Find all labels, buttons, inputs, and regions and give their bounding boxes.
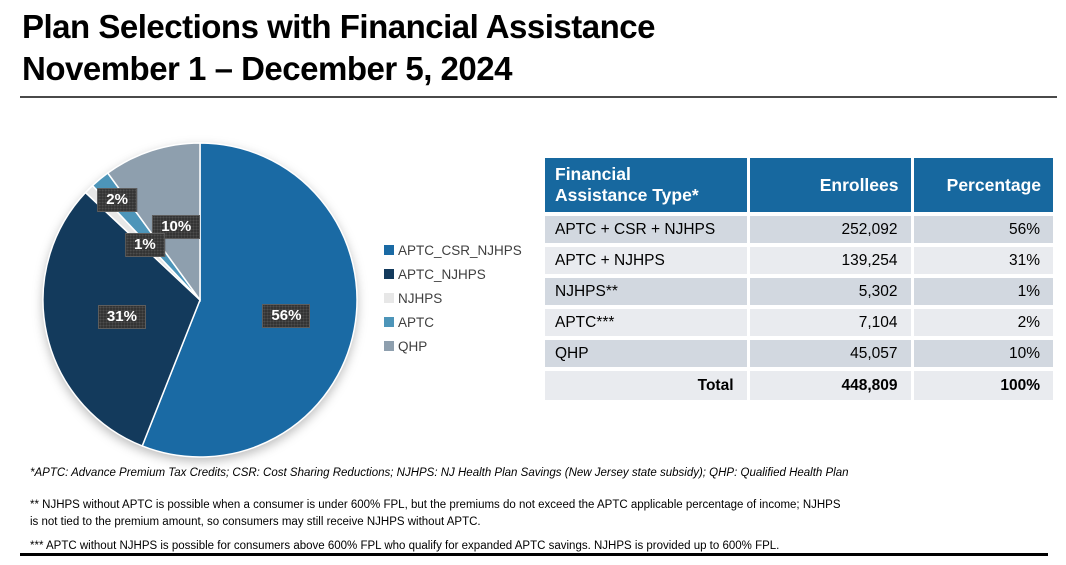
footnote-njhps-without-aptc: ** NJHPS without APTC is possible when a…	[30, 497, 841, 531]
table-cell: 5,302	[746, 274, 912, 307]
legend-swatch-icon	[384, 245, 394, 255]
pie-data-label-APTC_CSR_NJHPS: 56%	[262, 304, 311, 329]
header-cell: Financial Assistance Type*	[545, 158, 748, 214]
table-cell: 7,104	[746, 305, 912, 338]
pie-data-label-APTC_NJHPS: 31%	[97, 305, 146, 330]
pie-data-label-NJHPS: 1%	[125, 232, 165, 257]
table-cell: 45,057	[746, 336, 912, 369]
table-row: NJHPS** 5,302 1%	[545, 274, 1053, 307]
table-cell: APTC + CSR + NJHPS	[545, 212, 748, 245]
legend-item: APTC	[384, 310, 522, 334]
table-cell: 56%	[910, 212, 1053, 245]
table-row: QHP 45,057 10%	[545, 336, 1053, 369]
legend-swatch-icon	[384, 269, 394, 279]
legend-swatch-icon	[384, 341, 394, 351]
title-underline	[20, 96, 1057, 98]
title-line-2: November 1 – December 5, 2024	[22, 50, 512, 87]
bottom-divider	[20, 553, 1048, 556]
legend-label: APTC	[398, 314, 435, 330]
footnote-aptc-without-njhps: *** APTC without NJHPS is possible for c…	[30, 540, 780, 552]
legend-item: QHP	[384, 334, 522, 358]
legend-label: QHP	[398, 338, 428, 354]
pie-chart: 56% 31% 1% 2% 10%	[40, 140, 360, 460]
table-row: APTC + CSR + NJHPS 252,092 56%	[545, 212, 1053, 245]
page-title: Plan Selections with Financial Assistanc…	[22, 6, 656, 90]
pie-data-label-APTC: 2%	[97, 187, 137, 212]
legend-label: APTC_CSR_NJHPS	[398, 242, 522, 258]
legend-label: NJHPS	[398, 290, 443, 306]
table-total-cell: 448,809	[746, 367, 912, 400]
header-cell: Percentage	[910, 158, 1053, 214]
legend-swatch-icon	[384, 317, 394, 327]
legend-label: APTC_NJHPS	[398, 266, 486, 282]
chart-legend: APTC_CSR_NJHPS APTC_NJHPS NJHPS APTC QHP	[384, 238, 522, 358]
pie-svg	[42, 142, 358, 458]
legend-item: APTC_CSR_NJHPS	[384, 238, 522, 262]
table-cell: 10%	[910, 336, 1053, 369]
table-cell: APTC + NJHPS	[545, 243, 748, 276]
footnote-njhps-line-1: ** NJHPS without APTC is possible when a…	[30, 499, 841, 511]
table-row: APTC + NJHPS 139,254 31%	[545, 243, 1053, 276]
legend-item: APTC_NJHPS	[384, 262, 522, 286]
table-cell: 2%	[910, 305, 1053, 338]
header-cell: Enrollees	[746, 158, 912, 214]
table-row: APTC*** 7,104 2%	[545, 305, 1053, 338]
financial-assistance-table: Financial Assistance Type* Enrollees Perce…	[545, 158, 1053, 400]
table-cell: 252,092	[746, 212, 912, 245]
table-total-row: Total 448,809 100%	[545, 367, 1053, 400]
table-cell: 1%	[910, 274, 1053, 307]
footnote-njhps-line-2: is not tied to the premium amount, so co…	[30, 516, 481, 528]
title-line-1: Plan Selections with Financial Assistanc…	[22, 8, 656, 45]
table-total-cell: Total	[545, 367, 748, 400]
pie-slice-APTC_CSR_NJHPS	[141, 142, 358, 458]
table-total-cell: 100%	[910, 367, 1053, 400]
table-cell: NJHPS**	[545, 274, 748, 307]
table-cell: 31%	[910, 243, 1053, 276]
legend-item: NJHPS	[384, 286, 522, 310]
table-cell: 139,254	[746, 243, 912, 276]
table-cell: QHP	[545, 336, 748, 369]
legend-swatch-icon	[384, 293, 394, 303]
table-cell: APTC***	[545, 305, 748, 338]
footnote-definitions: *APTC: Advance Premium Tax Credits; CSR:…	[30, 467, 849, 479]
